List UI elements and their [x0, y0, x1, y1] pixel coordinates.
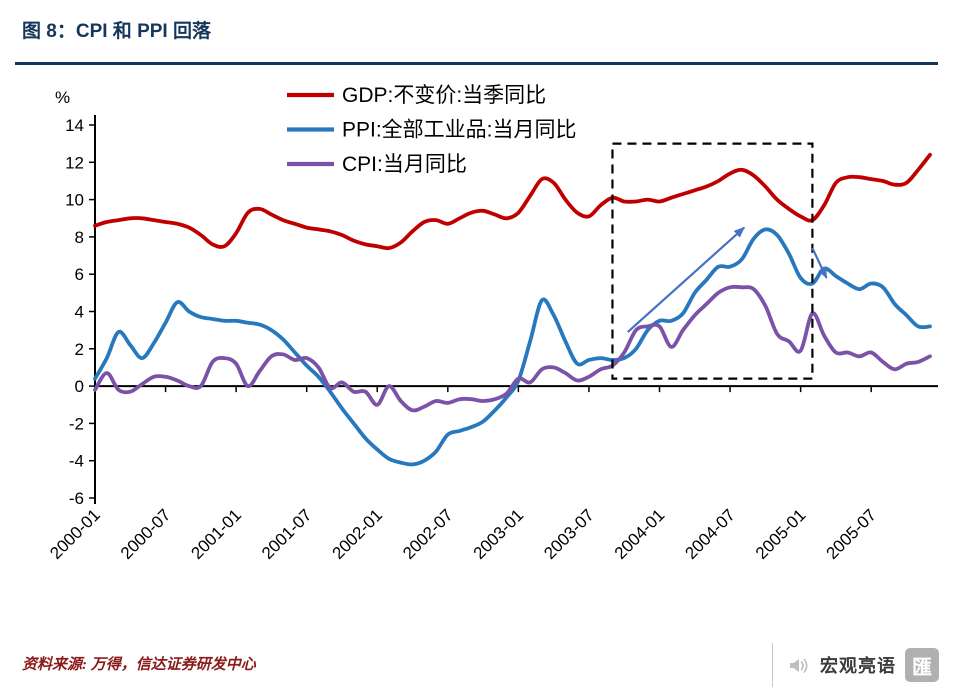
title-divider [15, 62, 938, 65]
x-tick-label: 2000-01 [46, 505, 104, 563]
x-tick-label: 2005-07 [822, 505, 880, 563]
series-line-0 [93, 152, 932, 251]
y-tick-label: 4 [75, 303, 84, 322]
x-tick-label: 2002-01 [329, 505, 387, 563]
x-tick-label: 2004-01 [611, 505, 669, 563]
legend-label-1: PPI:全部工业品:当月同比 [342, 119, 577, 142]
y-tick-label: 10 [65, 191, 84, 210]
legend-label-0: GDP:不变价:当季同比 [342, 84, 546, 107]
x-tick-label: 2000-07 [117, 505, 175, 563]
trend-arrow-0 [627, 226, 745, 333]
source-note: 资料来源: 万得，信达证券研发中心 [22, 657, 256, 673]
highlight-box [611, 142, 814, 380]
y-tick-label: 6 [75, 265, 84, 284]
annotations [611, 142, 828, 380]
x-tick-label: 2005-01 [752, 505, 810, 563]
y-axis-unit: % [55, 88, 70, 107]
x-tick-label: 2001-01 [187, 505, 245, 563]
y-tick-label: 14 [65, 116, 84, 135]
series-line-2 [93, 284, 932, 413]
footer: 资料来源: 万得，信达证券研发中心 宏观亮语 匯 [0, 640, 953, 691]
footer-divider [772, 643, 773, 687]
brand-name: 宏观亮语 [820, 656, 896, 676]
y-tick-label: 0 [75, 377, 84, 396]
x-tick-label: 2003-07 [540, 505, 598, 563]
speaker-icon [790, 658, 808, 673]
logo-glyph: 匯 [912, 656, 932, 679]
y-tick-label: 12 [65, 153, 84, 172]
brand-area: 宏观亮语 匯 [772, 642, 939, 688]
x-tick-label: 2004-07 [681, 505, 739, 563]
x-tick-label: 2001-07 [258, 505, 316, 563]
y-tick-label: 8 [75, 228, 84, 247]
y-tick-label: -2 [69, 414, 84, 433]
gelonghui-logo: 匯 [905, 648, 939, 682]
x-tick-label: 2002-07 [399, 505, 457, 563]
series-line-1 [93, 227, 932, 467]
y-tick-label: -6 [69, 489, 84, 508]
figure-title: 图 8：CPI 和 PPI 回落 [22, 21, 211, 42]
trend-arrow-1 [811, 247, 828, 279]
legend: GDP:不变价:当季同比 PPI:全部工业品:当月同比 CPI:当月同比 [287, 84, 577, 176]
series-lines [93, 152, 932, 467]
y-tick-label: -4 [69, 452, 84, 471]
y-tick-label: 2 [75, 340, 84, 359]
legend-label-2: CPI:当月同比 [342, 153, 467, 176]
x-tick-label: 2003-01 [470, 505, 528, 563]
